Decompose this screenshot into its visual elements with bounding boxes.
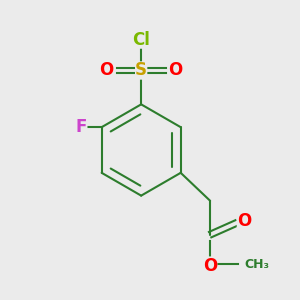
Text: O: O	[169, 61, 183, 80]
Text: F: F	[76, 118, 87, 136]
Text: S: S	[135, 61, 147, 80]
Text: O: O	[203, 256, 217, 274]
Text: O: O	[100, 61, 114, 80]
Text: Cl: Cl	[132, 31, 150, 49]
Text: O: O	[237, 212, 251, 230]
Text: CH₃: CH₃	[244, 258, 269, 271]
